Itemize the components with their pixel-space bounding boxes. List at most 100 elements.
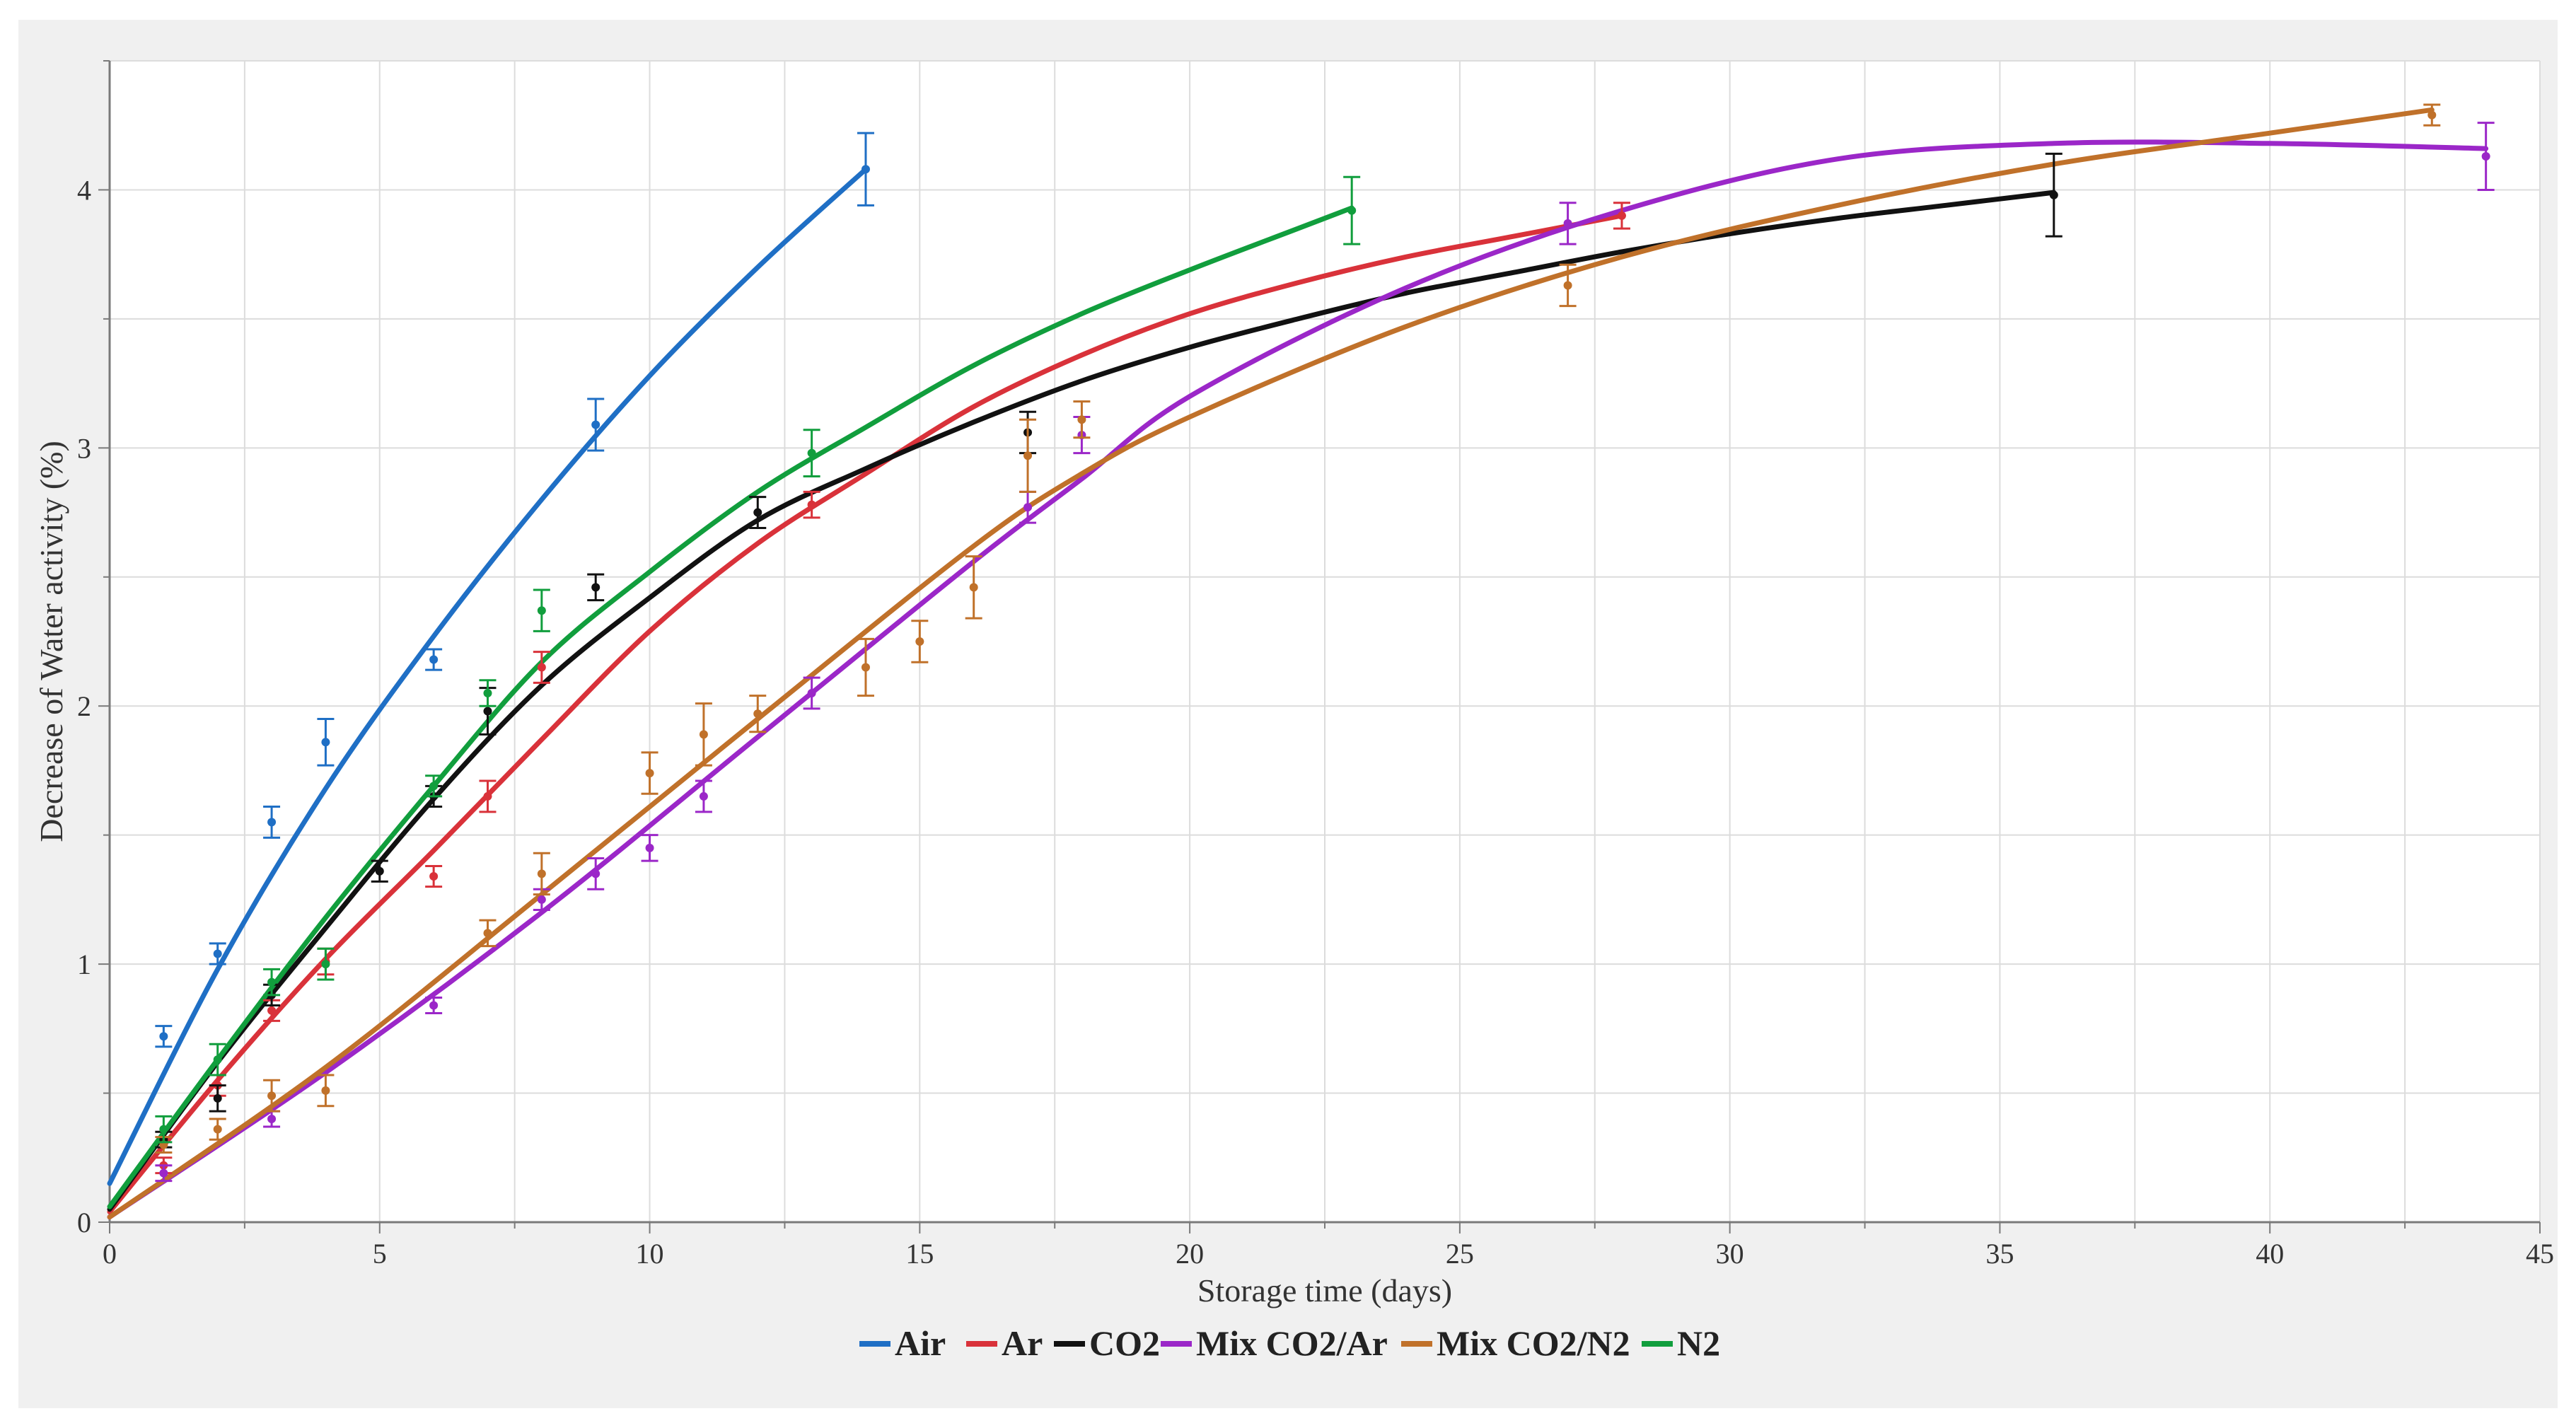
axes (98, 60, 2541, 1233)
data-point-mix-co2-n2 (533, 852, 550, 896)
data-point-marker (159, 1032, 168, 1041)
legend-item-mix-co2-n2: Mix CO2/N2 (1401, 1323, 1630, 1363)
data-point-marker (483, 929, 492, 938)
data-point-marker (645, 843, 654, 852)
data-point-ar (803, 490, 820, 519)
data-point-n2 (533, 588, 550, 632)
data-point-marker (159, 1168, 168, 1178)
y-tick-label: 0 (77, 1207, 91, 1238)
x-tick-label: 45 (2526, 1238, 2554, 1270)
data-point-co2 (209, 1084, 226, 1113)
x-tick-label: 15 (905, 1238, 934, 1270)
data-point-marker (861, 165, 870, 174)
data-point-mix-co2-n2 (479, 919, 497, 948)
data-point-n2 (317, 947, 335, 981)
legend-label: CO2 (1089, 1323, 1160, 1363)
legend-item-air: Air (859, 1323, 946, 1363)
data-point-marker (1023, 451, 1033, 460)
data-point-marker (429, 1001, 439, 1010)
fit-curve-ar (107, 213, 1625, 1214)
data-point-mix-co2-n2 (1019, 418, 1037, 493)
data-point-mix-co2-n2 (857, 637, 874, 697)
x-tick-label: 20 (1176, 1238, 1204, 1270)
x-tick-label: 35 (1985, 1238, 2014, 1270)
legend-label: Mix CO2/N2 (1437, 1323, 1630, 1363)
legend-label: Air (895, 1323, 946, 1363)
data-point-mix-co2-ar (641, 834, 658, 862)
data-point-mix-co2-ar (1559, 202, 1577, 245)
data-point-n2 (155, 1115, 173, 1144)
data-point-n2 (803, 429, 820, 477)
data-point-marker (753, 508, 762, 517)
data-point-marker (645, 769, 654, 778)
data-point-air (587, 397, 605, 452)
data-point-marker (591, 420, 601, 429)
data-point-air (155, 1025, 173, 1048)
data-point-marker (375, 866, 384, 876)
x-tick-label: 40 (2256, 1238, 2284, 1270)
data-point-marker (1023, 503, 1033, 512)
y-tick-label: 1 (77, 948, 91, 980)
data-point-mix-co2-n2 (911, 620, 929, 663)
data-point-marker (483, 688, 492, 697)
y-tick-label: 3 (77, 432, 91, 464)
data-point-co2 (587, 573, 605, 602)
y-tick-label: 4 (77, 174, 91, 206)
data-point-mix-co2-ar (587, 857, 605, 890)
data-point-mix-co2-ar (803, 676, 820, 710)
data-point-marker (537, 895, 546, 904)
data-point-marker (213, 1125, 222, 1134)
data-point-mix-co2-n2 (965, 555, 982, 620)
data-point-mix-co2-ar (695, 779, 712, 813)
data-point-ar (1613, 202, 1630, 230)
fit-curve-co2 (107, 190, 2057, 1212)
legend-label: Mix CO2/Ar (1196, 1323, 1388, 1363)
data-point-marker (267, 1091, 277, 1101)
data-point-marker (213, 1093, 222, 1103)
data-point-co2 (749, 496, 767, 529)
data-point-air (317, 717, 335, 767)
fit-curve-mix-co2-ar (107, 139, 2489, 1220)
x-tick-label: 0 (103, 1238, 117, 1270)
data-point-co2 (371, 859, 388, 883)
data-point-marker (213, 1055, 222, 1064)
data-point-co2 (2045, 152, 2062, 238)
legend-item-mix-co2-ar: Mix CO2/Ar (1161, 1323, 1388, 1363)
data-point-mix-co2-n2 (1559, 263, 1577, 308)
data-point-mix-co2-n2 (263, 1079, 281, 1113)
data-points (155, 103, 2495, 1183)
data-point-marker (807, 500, 816, 509)
legend-label: Ar (1002, 1323, 1043, 1363)
data-point-ar (425, 864, 443, 888)
data-point-marker (267, 1006, 277, 1015)
data-point-marker (429, 655, 439, 664)
chart-frame: 0 5 10 15 20 25 30 35 40 45 0 1 2 3 4 Storage time (da… (18, 20, 2558, 1408)
data-point-marker (807, 448, 816, 458)
legend-item-n2: N2 (1642, 1323, 1720, 1363)
data-point-mix-co2-n2 (641, 751, 658, 795)
data-point-marker (969, 583, 978, 592)
data-point-marker (861, 663, 870, 672)
tick-labels: 0 5 10 15 20 25 30 35 40 45 0 1 2 3 4 (77, 174, 2554, 1270)
data-point-marker (267, 818, 277, 827)
data-point-mix-co2-n2 (317, 1074, 335, 1108)
data-point-marker (807, 688, 816, 697)
data-point-marker (2427, 110, 2437, 120)
x-tick-label: 10 (636, 1238, 664, 1270)
y-tick-label: 2 (77, 690, 91, 722)
x-tick-label: 5 (373, 1238, 387, 1270)
data-point-marker (537, 606, 546, 615)
data-point-mix-co2-n2 (1073, 400, 1091, 439)
legend-item-ar: Ar (966, 1323, 1043, 1363)
data-point-marker (1347, 206, 1357, 215)
data-point-mix-co2-n2 (2423, 103, 2441, 127)
data-point-n2 (479, 679, 497, 707)
x-tick-label: 30 (1716, 1238, 1744, 1270)
data-point-mix-co2-n2 (749, 695, 767, 733)
x-tick-label: 25 (1446, 1238, 1474, 1270)
data-point-marker (267, 1115, 277, 1124)
data-point-n2 (263, 968, 281, 997)
data-point-marker (321, 960, 330, 969)
legend: Air Ar CO2 Mix CO2/Ar Mix CO2/N2 N2 (859, 1323, 1720, 1363)
data-point-ar (479, 779, 497, 813)
